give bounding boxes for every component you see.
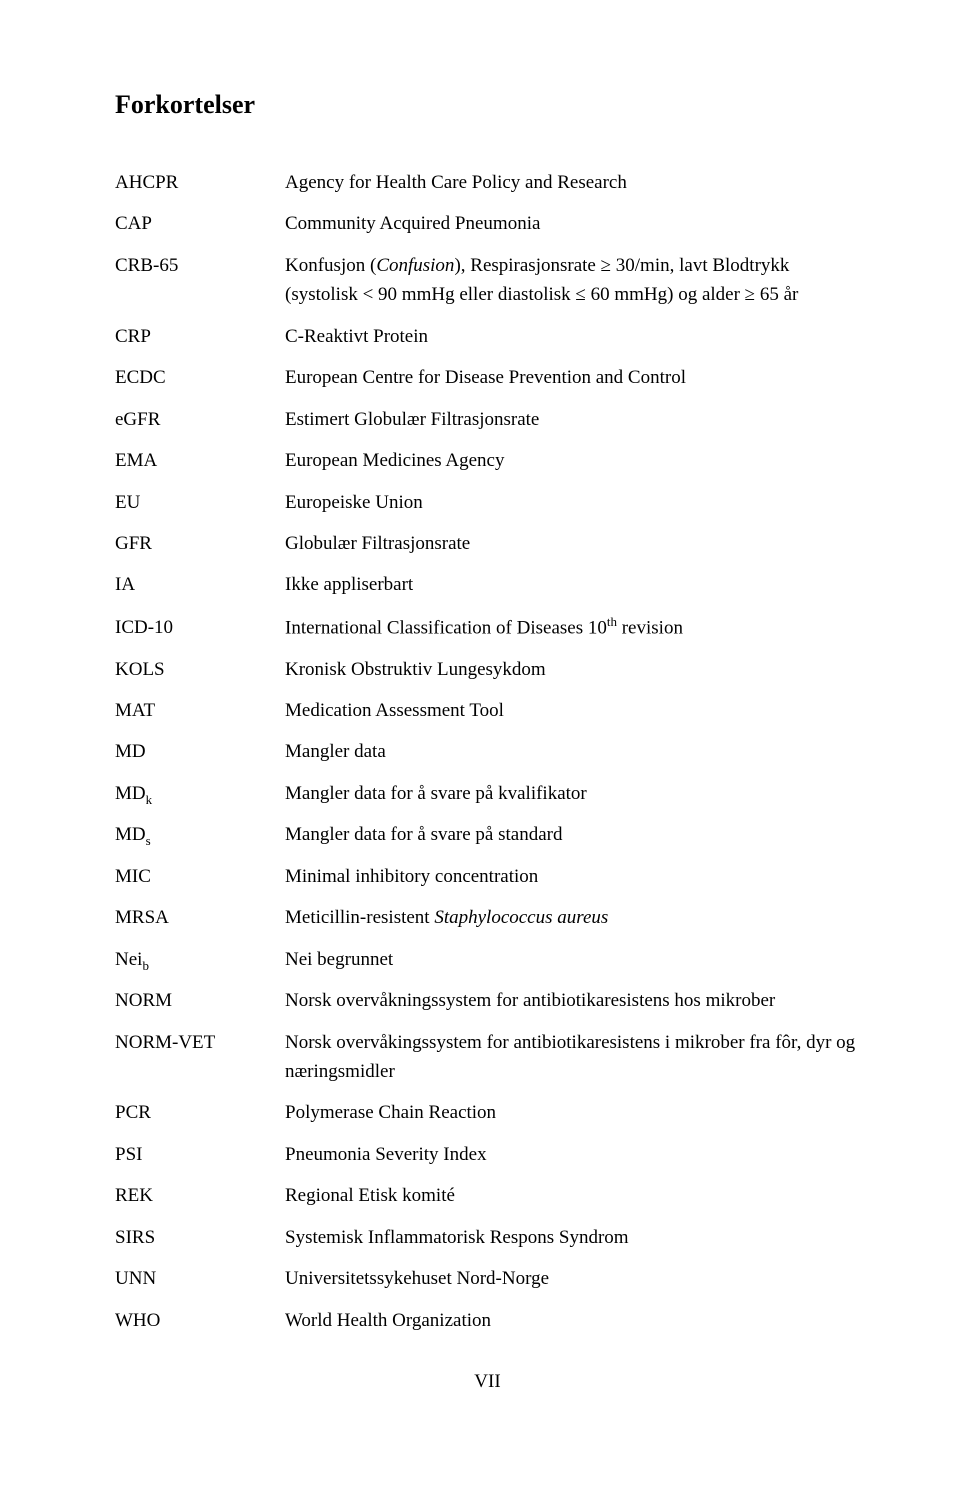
abbr-row: CAP Community Acquired Pneumonia [115,209,860,238]
abbr-code: CRB-65 [115,255,285,277]
abbr-code: MDk [115,783,285,808]
abbr-def: European Centre for Disease Prevention a… [285,363,686,392]
abbr-def: European Medicines Agency [285,446,504,475]
abbr-def-text: International Classification of Diseases… [285,617,607,638]
abbr-row: CRP C-Reaktivt Protein [115,322,860,351]
abbr-code: PSI [115,1144,285,1166]
abbr-row: PSI Pneumonia Severity Index [115,1140,860,1169]
abbr-def: Nei begrunnet [285,945,393,974]
abbr-def: Mangler data for å svare på standard [285,820,563,849]
abbr-def: Ikke appliserbart [285,570,413,599]
abbr-def-sup: th [607,614,617,629]
abbr-code: REK [115,1185,285,1207]
abbr-row: MDs Mangler data for å svare på standard [115,820,860,849]
abbr-code: EMA [115,450,285,472]
abbr-def: Konfusjon (Confusion), Respirasjonsrate … [285,251,860,310]
abbr-code: CRP [115,326,285,348]
abbr-row: AHCPR Agency for Health Care Policy and … [115,168,860,197]
abbr-row: IA Ikke appliserbart [115,570,860,599]
abbr-code: NORM [115,990,285,1012]
abbr-code: MRSA [115,907,285,929]
abbr-code: NORM-VET [115,1032,285,1054]
abbr-code-sub: b [142,957,149,972]
abbr-def: Mangler data for å svare på kvalifikator [285,779,587,808]
abbr-code: WHO [115,1310,285,1332]
abbr-code: PCR [115,1102,285,1124]
page-number: VII [115,1371,860,1393]
abbr-def: Pneumonia Severity Index [285,1140,487,1169]
abbr-row: MAT Medication Assessment Tool [115,696,860,725]
abbr-def: International Classification of Diseases… [285,612,683,643]
abbr-code: eGFR [115,409,285,431]
abbr-code-text: MD [115,824,146,845]
abbr-def: Regional Etisk komité [285,1181,455,1210]
abbr-def-italic: Staphylococcus aureus [434,907,608,928]
abbr-row: MD Mangler data [115,737,860,766]
abbr-row: SIRS Systemisk Inflammatorisk Respons Sy… [115,1223,860,1252]
abbr-row: eGFR Estimert Globulær Filtrasjonsrate [115,405,860,434]
abbr-code: SIRS [115,1227,285,1249]
abbr-row: CRB-65 Konfusjon (Confusion), Respirasjo… [115,251,860,310]
abbr-code-sub: k [146,792,153,807]
abbr-def: Systemisk Inflammatorisk Respons Syndrom [285,1223,629,1252]
abbr-code: KOLS [115,659,285,681]
abbr-row: NORM Norsk overvåkningssystem for antibi… [115,986,860,1015]
abbr-def: Agency for Health Care Policy and Resear… [285,168,627,197]
abbr-code: MIC [115,866,285,888]
abbr-def: Kronisk Obstruktiv Lungesykdom [285,655,546,684]
abbr-row: EMA European Medicines Agency [115,446,860,475]
abbr-row: NORM-VET Norsk overvåkingssystem for ant… [115,1028,860,1087]
abbr-def-text: Konfusjon ( [285,255,376,276]
abbr-def: C-Reaktivt Protein [285,322,428,351]
abbr-code: EU [115,492,285,514]
abbr-def: Meticillin-resistent Staphylococcus aure… [285,903,608,932]
abbr-def: Community Acquired Pneumonia [285,209,540,238]
abbr-row: MIC Minimal inhibitory concentration [115,862,860,891]
abbr-code: MDs [115,824,285,849]
abbr-code: AHCPR [115,172,285,194]
abbr-def: Medication Assessment Tool [285,696,504,725]
abbr-def: Norsk overvåkingssystem for antibiotikar… [285,1028,860,1087]
abbr-row: UNN Universitetssykehuset Nord-Norge [115,1264,860,1293]
abbr-def-text: Meticillin-resistent [285,907,434,928]
abbr-def: Estimert Globulær Filtrasjonsrate [285,405,539,434]
abbr-row: PCR Polymerase Chain Reaction [115,1098,860,1127]
abbr-code: IA [115,574,285,596]
abbr-def: Minimal inhibitory concentration [285,862,538,891]
abbr-code: MAT [115,700,285,722]
abbr-row: GFR Globulær Filtrasjonsrate [115,529,860,558]
abbr-row: KOLS Kronisk Obstruktiv Lungesykdom [115,655,860,684]
abbr-def: Europeiske Union [285,488,423,517]
abbr-def-italic: Confusion [376,255,454,276]
abbr-row: MRSA Meticillin-resistent Staphylococcus… [115,903,860,932]
abbr-def: Norsk overvåkningssystem for antibiotika… [285,986,775,1015]
abbr-def: World Health Organization [285,1306,491,1335]
abbr-code-sub: s [146,833,151,848]
abbr-code: MD [115,741,285,763]
abbr-code-text: MD [115,783,146,804]
page: Forkortelser AHCPR Agency for Health Car… [0,0,960,1453]
abbr-def: Globulær Filtrasjonsrate [285,529,470,558]
abbr-def: Polymerase Chain Reaction [285,1098,496,1127]
abbr-row: Neib Nei begrunnet [115,945,860,974]
abbr-row: REK Regional Etisk komité [115,1181,860,1210]
abbr-def: Universitetssykehuset Nord-Norge [285,1264,549,1293]
abbr-row: ICD-10 International Classification of D… [115,612,860,643]
abbr-row: MDk Mangler data for å svare på kvalifik… [115,779,860,808]
abbr-code: UNN [115,1268,285,1290]
abbr-code: Neib [115,949,285,974]
abbr-code: GFR [115,533,285,555]
abbr-code: ECDC [115,367,285,389]
abbr-code: ICD-10 [115,617,285,639]
abbr-def: Mangler data [285,737,386,766]
abbr-row: WHO World Health Organization [115,1306,860,1335]
abbr-row: ECDC European Centre for Disease Prevent… [115,363,860,392]
abbr-row: EU Europeiske Union [115,488,860,517]
abbr-code-text: Nei [115,949,142,970]
abbr-code: CAP [115,213,285,235]
abbr-def-text: revision [617,617,683,638]
page-title: Forkortelser [115,90,860,120]
